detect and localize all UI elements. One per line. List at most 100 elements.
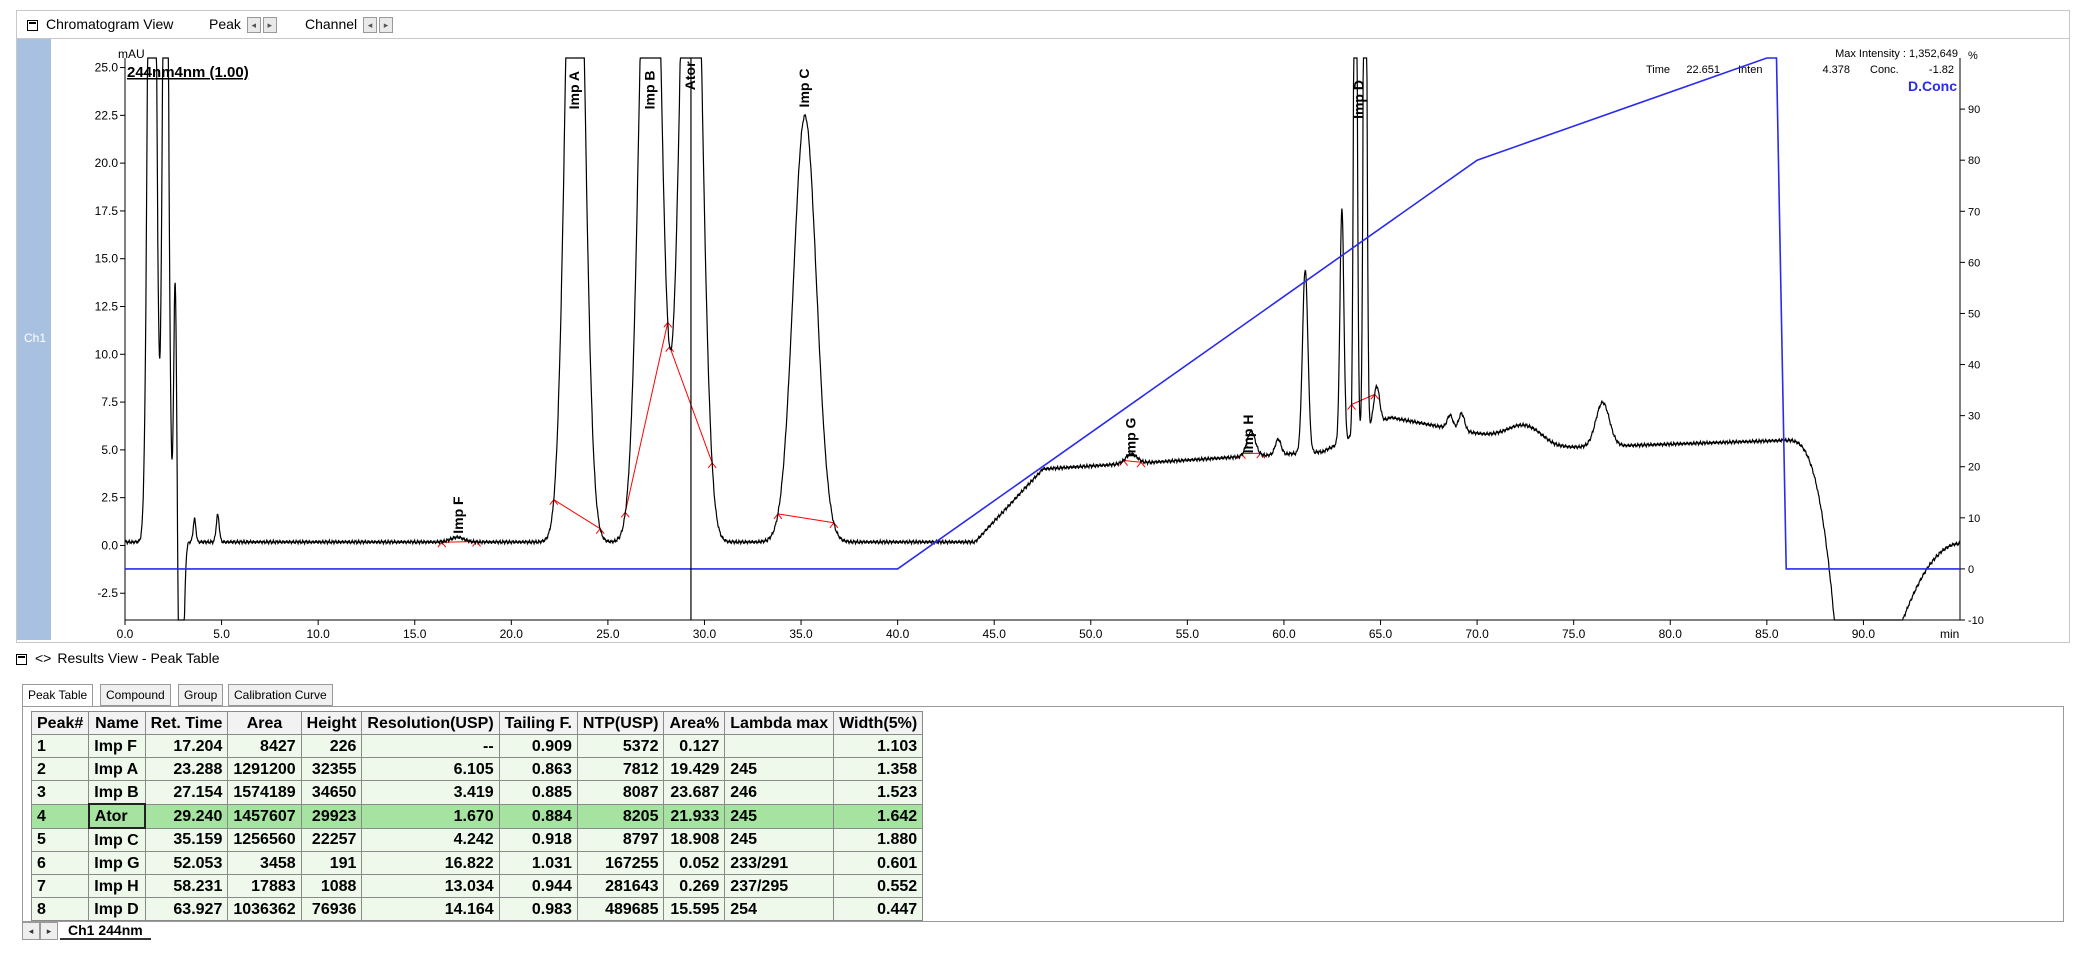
table-cell[interactable]: 7812	[576, 757, 665, 781]
table-cell[interactable]: 1.031	[498, 851, 578, 875]
table-cell[interactable]: 0.127	[663, 734, 726, 758]
table-cell[interactable]: 5372	[576, 734, 665, 758]
channel-prev-button[interactable]: ◂	[363, 17, 378, 34]
column-header[interactable]: Width(5%)	[833, 711, 924, 735]
table-cell[interactable]: 6.105	[361, 757, 500, 781]
table-cell[interactable]: 15.595	[663, 897, 726, 921]
column-header[interactable]: NTP(USP)	[576, 711, 665, 735]
table-cell[interactable]: 1	[30, 734, 90, 758]
table-cell[interactable]: 14.164	[361, 897, 500, 921]
table-cell[interactable]	[724, 734, 835, 758]
table-cell[interactable]: 245	[724, 803, 835, 829]
table-cell[interactable]: 0.944	[498, 874, 578, 898]
table-cell[interactable]: 0.983	[498, 897, 578, 921]
column-header[interactable]: Resolution(USP)	[361, 711, 500, 735]
channel-strip[interactable]: Ch1	[17, 39, 51, 640]
table-cell[interactable]: 23.687	[663, 780, 726, 805]
table-cell[interactable]: --	[361, 734, 500, 758]
table-cell[interactable]: 489685	[576, 897, 665, 921]
table-cell[interactable]: 226	[300, 734, 363, 758]
table-cell[interactable]: Imp F	[88, 734, 146, 758]
table-cell[interactable]: 7	[30, 874, 90, 898]
table-cell[interactable]: 0.052	[663, 851, 726, 875]
table-cell[interactable]: 17.204	[144, 734, 229, 758]
table-cell[interactable]: 58.231	[144, 874, 229, 898]
table-cell[interactable]: 13.034	[361, 874, 500, 898]
tab-group[interactable]: Group	[178, 684, 224, 706]
table-cell[interactable]: Imp D	[88, 897, 146, 921]
table-cell[interactable]: 76936	[300, 897, 363, 921]
table-cell[interactable]: 3	[30, 780, 90, 805]
column-header[interactable]: Ret. Time	[144, 711, 229, 735]
table-cell[interactable]: 281643	[576, 874, 665, 898]
table-cell[interactable]: 1574189	[227, 780, 302, 805]
table-cell[interactable]: 19.429	[663, 757, 726, 781]
table-row[interactable]: 6 Imp G 52.053 3458 191 16.822 1.031 167255 0.05…	[30, 851, 924, 875]
table-cell[interactable]: 4	[30, 803, 90, 829]
table-cell[interactable]: 0.863	[498, 757, 578, 781]
table-cell[interactable]: 27.154	[144, 780, 229, 805]
table-cell[interactable]: 5	[30, 827, 90, 852]
table-cell[interactable]: 16.822	[361, 851, 500, 875]
table-cell[interactable]: 1.670	[361, 803, 500, 829]
table-cell[interactable]: 233/291	[724, 851, 835, 875]
table-cell[interactable]: 18.908	[663, 827, 726, 852]
tab-calibration-curve[interactable]: Calibration Curve	[228, 684, 333, 706]
table-cell[interactable]: 0.601	[833, 851, 924, 875]
table-cell[interactable]: 254	[724, 897, 835, 921]
table-cell[interactable]: 1457607	[227, 803, 302, 829]
scroll-right-icon[interactable]: ▸	[40, 922, 58, 941]
table-cell[interactable]: 0.552	[833, 874, 924, 898]
table-row[interactable]: 8 Imp D 63.927 1036362 76936 14.164 0.983 48968…	[30, 897, 924, 921]
column-header[interactable]: Tailing F.	[498, 711, 578, 735]
table-cell[interactable]: 0.447	[833, 897, 924, 921]
column-header[interactable]: Name	[88, 711, 146, 735]
table-row[interactable]: 4 Ator 29.240 1457607 29923 1.670 0.884 8205 21.…	[30, 803, 924, 829]
table-cell[interactable]: 17883	[227, 874, 302, 898]
table-cell[interactable]: 32355	[300, 757, 363, 781]
table-cell[interactable]: 0.918	[498, 827, 578, 852]
scroll-left-icon[interactable]: ◂	[22, 922, 40, 941]
column-header[interactable]: Height	[300, 711, 363, 735]
table-cell[interactable]: 1256560	[227, 827, 302, 852]
table-cell[interactable]: Imp H	[88, 874, 146, 898]
table-row[interactable]: 2 Imp A 23.288 1291200 32355 6.105 0.863 7812 19…	[30, 757, 924, 781]
table-cell[interactable]: 29.240	[144, 803, 229, 829]
table-cell[interactable]: 0.885	[498, 780, 578, 805]
table-cell[interactable]: 1.103	[833, 734, 924, 758]
table-cell[interactable]: 3.419	[361, 780, 500, 805]
tab-peak-table[interactable]: Peak Table	[22, 684, 94, 707]
column-header[interactable]: Peak#	[30, 711, 90, 735]
table-cell[interactable]: 191	[300, 851, 363, 875]
table-cell[interactable]: 2	[30, 757, 90, 781]
table-cell[interactable]: 1088	[300, 874, 363, 898]
table-cell[interactable]: 8205	[576, 803, 665, 829]
chromatogram-chart[interactable]: -2.5 0.0 2.5 5.0 7.5 10.0 12.5 15.0 17.5 20.0 22.5…	[0, 0, 2086, 650]
table-cell[interactable]: 1.523	[833, 780, 924, 805]
table-cell[interactable]: Imp G	[88, 851, 146, 875]
tab-compound[interactable]: Compound	[100, 684, 171, 706]
table-cell[interactable]: 8	[30, 897, 90, 921]
table-cell[interactable]: 35.159	[144, 827, 229, 852]
peak-next-button[interactable]: ▸	[262, 17, 277, 34]
peak-prev-button[interactable]: ◂	[246, 17, 261, 34]
table-row[interactable]: 7 Imp H 58.231 17883 1088 13.034 0.944 281643 0.…	[30, 874, 924, 898]
table-cell[interactable]: 245	[724, 827, 835, 852]
table-cell[interactable]: 0.269	[663, 874, 726, 898]
column-header[interactable]: Area%	[663, 711, 726, 735]
table-cell[interactable]: Imp B	[88, 780, 146, 805]
table-cell[interactable]: 8087	[576, 780, 665, 805]
table-cell[interactable]: Imp A	[88, 757, 146, 781]
table-row[interactable]: 3 Imp B 27.154 1574189 34650 3.419 0.885 8087 23…	[30, 780, 924, 805]
table-cell[interactable]: 29923	[300, 803, 363, 829]
table-cell[interactable]: 1.880	[833, 827, 924, 852]
table-cell[interactable]: 21.933	[663, 803, 726, 829]
table-cell[interactable]: Ator	[87, 803, 147, 829]
column-header[interactable]: Lambda max	[724, 711, 835, 735]
restore-icon[interactable]: <>	[35, 650, 52, 666]
table-cell[interactable]: 245	[724, 757, 835, 781]
column-header[interactable]: Area	[227, 711, 302, 735]
table-cell[interactable]: Imp C	[88, 827, 146, 852]
minimize-icon[interactable]	[27, 19, 38, 31]
minimize-icon[interactable]	[16, 653, 27, 665]
